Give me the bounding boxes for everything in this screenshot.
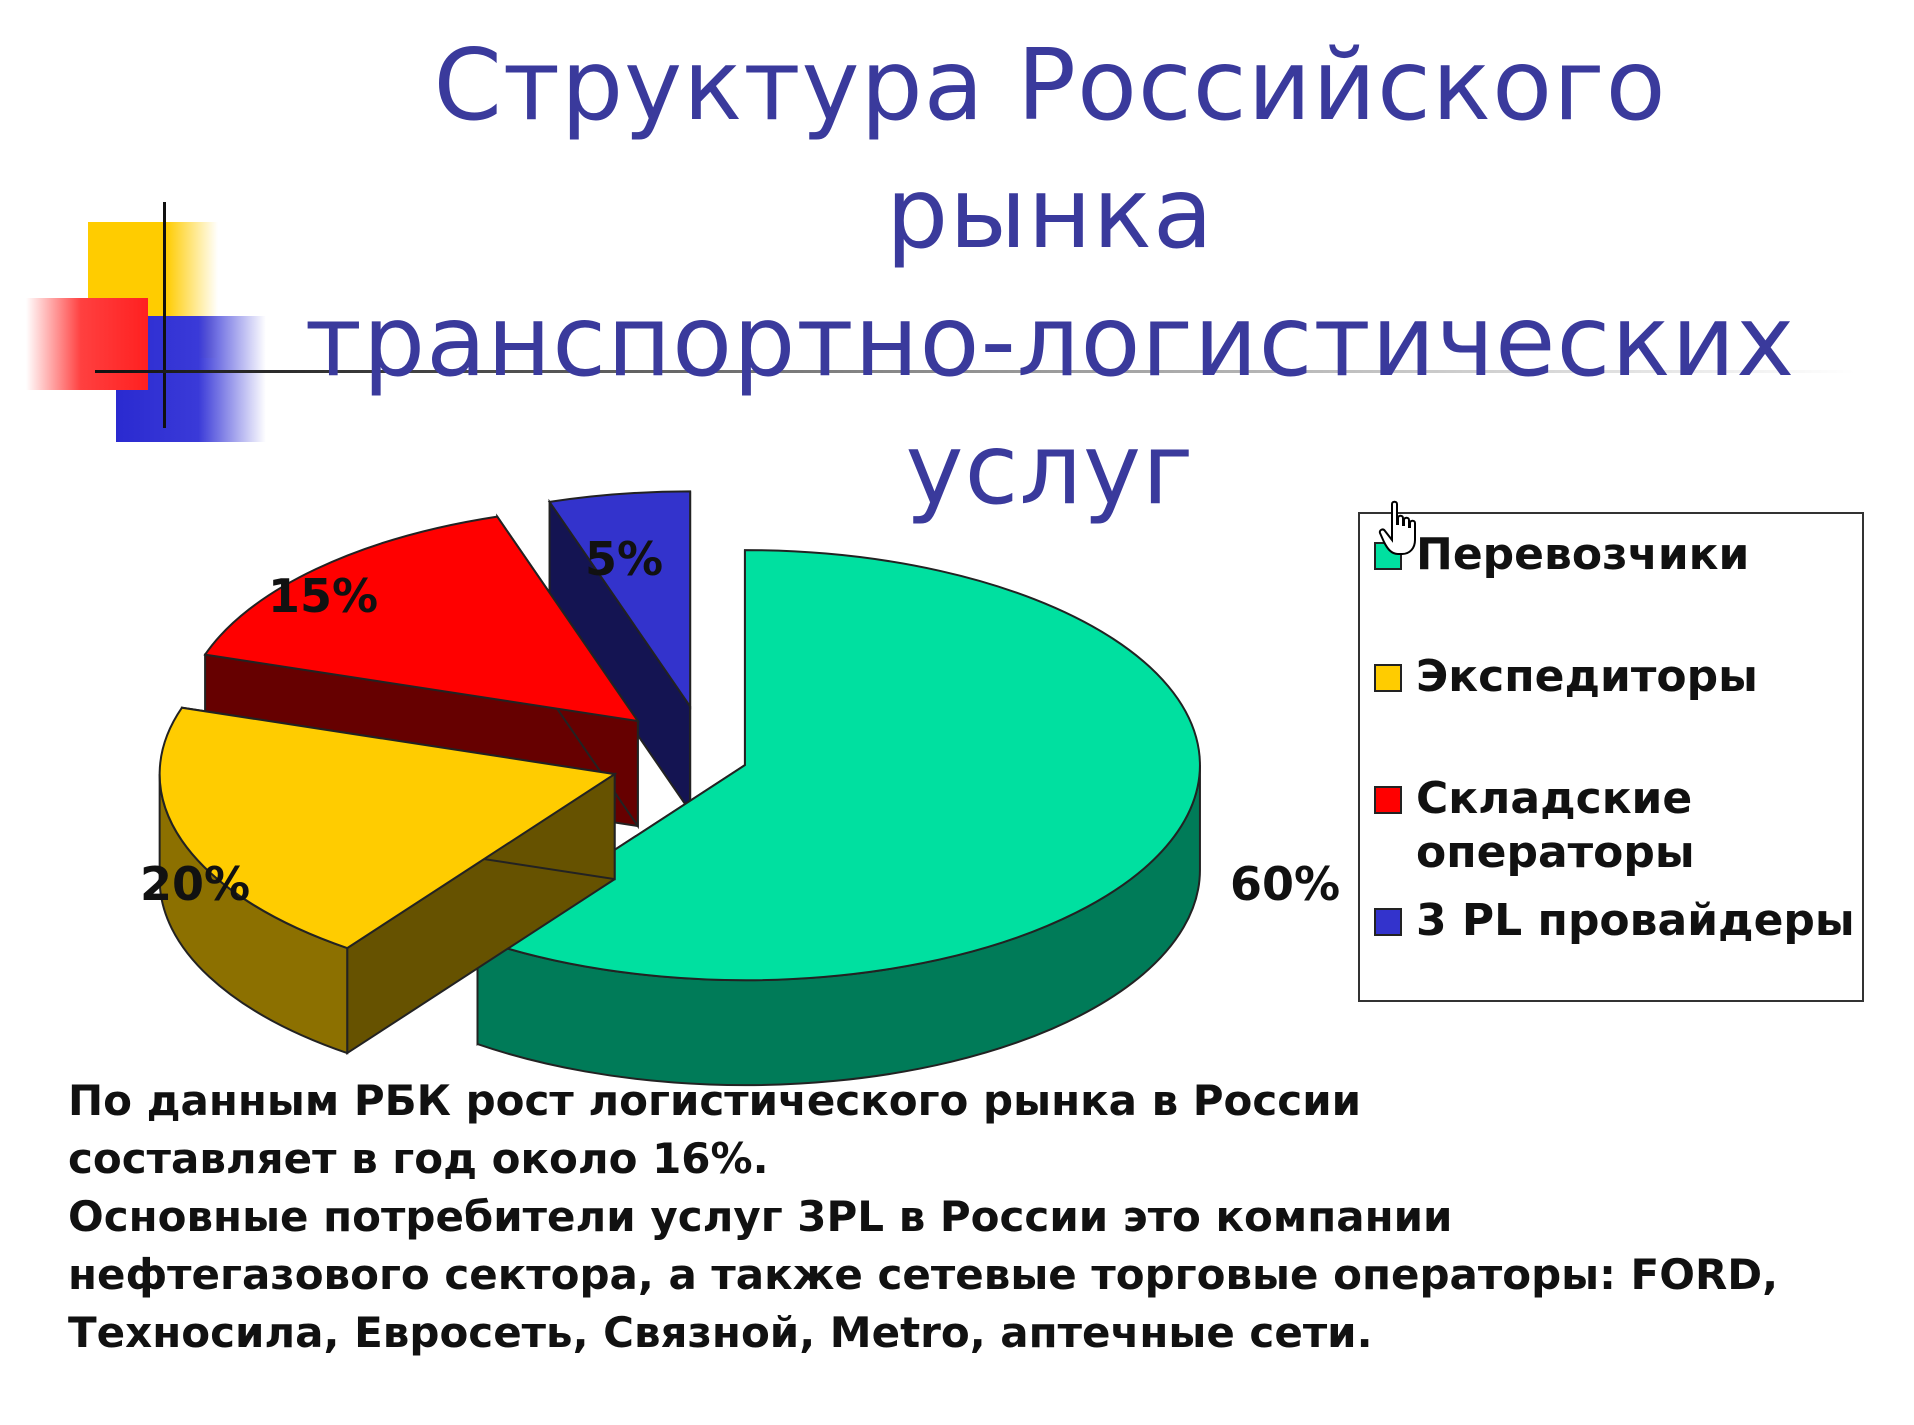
data-label-3pl: 5% [585, 532, 663, 586]
footer-note: По данным РБК рост логистического рынка … [68, 1072, 1868, 1362]
slice-forwarders [158, 706, 618, 1055]
title-underline [95, 370, 1855, 373]
slice-warehouse-top [203, 515, 640, 723]
slice-forwarders-top [158, 706, 618, 950]
legend-item-carriers: Перевозчики [1374, 528, 1856, 582]
data-label-warehouse: 15% [268, 569, 378, 623]
title-line-1: Структура Российского рынка [433, 29, 1667, 271]
legend-swatch-forwarders [1374, 664, 1402, 692]
legend-swatch-warehouse [1374, 786, 1402, 814]
corner-decoration [26, 202, 266, 442]
title-line-2: транспортно-логистических [304, 285, 1796, 399]
footer-line-4: нефтегазового сектора, а также сетевые т… [68, 1250, 1779, 1299]
pie-labels: 60% 20% 15% 5% [140, 532, 1340, 911]
pie-slices [158, 490, 1201, 1087]
footer-line-2: составляет в год около 16%. [68, 1134, 769, 1183]
title-line-3: услуг [905, 413, 1195, 527]
footer-line-1: По данным РБК рост логистического рынка … [68, 1076, 1362, 1125]
footer-line-5: Техносила, Евросеть, Связной, Metro, апт… [68, 1308, 1373, 1357]
data-label-forwarders: 20% [140, 857, 250, 911]
chart-legend: Перевозчики Экспедиторы Складские операт… [1358, 512, 1864, 1002]
legend-item-forwarders: Экспедиторы [1374, 650, 1856, 704]
slice-carriers [475, 549, 1201, 1087]
footer-line-3: Основные потребители услуг 3PL в России … [68, 1192, 1453, 1241]
data-label-carriers: 60% [1230, 857, 1340, 911]
slice-carriers-top [475, 549, 1201, 982]
legend-label-carriers: Перевозчики [1416, 529, 1750, 580]
legend-item-3pl: 3 PL провайдеры [1374, 894, 1856, 948]
legend-label-3pl: 3 PL провайдеры [1416, 895, 1855, 946]
legend-label-forwarders: Экспедиторы [1416, 651, 1758, 702]
legend-swatch-carriers [1374, 542, 1402, 570]
slice-3pl [547, 490, 692, 815]
slice-warehouse [203, 513, 640, 830]
page-title: Структура Российского рынка транспортно-… [290, 22, 1810, 534]
slice-3pl-top [547, 490, 692, 710]
legend-label-warehouse: Складские операторы [1416, 773, 1695, 878]
legend-item-warehouse: Складские операторы [1374, 772, 1716, 880]
legend-swatch-3pl [1374, 908, 1402, 936]
hand-pointer-icon [1378, 500, 1416, 555]
